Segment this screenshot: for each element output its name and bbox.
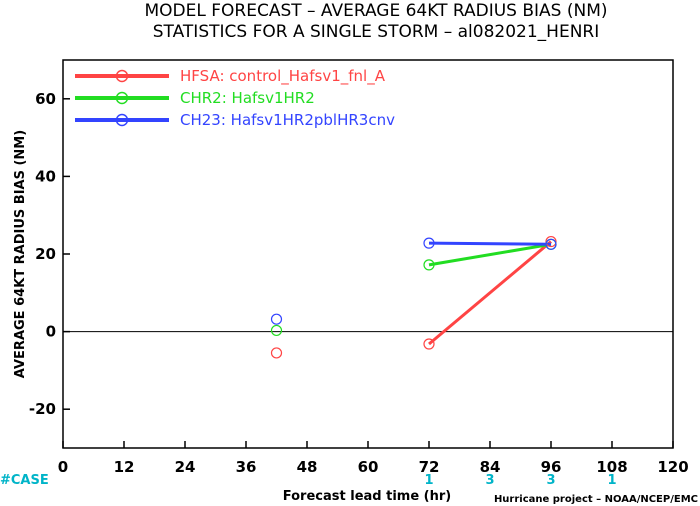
data-point bbox=[270, 324, 283, 337]
chart-title: MODEL FORECAST – AVERAGE 64KT RADIUS BIA… bbox=[144, 1, 607, 21]
y-tick-label: 60 bbox=[35, 90, 56, 108]
legend-label: CH23: Hafsv1HR2pblHR3cnv bbox=[180, 111, 395, 129]
case-count: 3 bbox=[546, 473, 555, 488]
legend-label: HFSA: control_Hafsv1_fnl_A bbox=[180, 67, 386, 86]
data-point bbox=[270, 347, 283, 359]
case-count: 3 bbox=[485, 473, 494, 488]
x-tick-label: 60 bbox=[358, 458, 379, 476]
chart-subtitle: STATISTICS FOR A SINGLE STORM – al082021… bbox=[153, 22, 599, 42]
data-point bbox=[423, 237, 435, 249]
x-tick-label: 108 bbox=[596, 458, 627, 476]
y-tick-label: 0 bbox=[46, 323, 56, 341]
case-counts: 1 3 3 1 bbox=[424, 473, 616, 488]
x-tick-label: 96 bbox=[541, 458, 562, 476]
case-label: #CASE bbox=[0, 473, 49, 488]
series-segment bbox=[428, 242, 552, 267]
x-tick-label: 72 bbox=[419, 458, 440, 476]
case-count: 1 bbox=[424, 473, 433, 488]
series-layer bbox=[270, 235, 557, 359]
series-segment bbox=[428, 241, 552, 246]
legend: HFSA: control_Hafsv1_fnl_A CHR2: Hafsv1HR… bbox=[75, 67, 395, 129]
x-tick-label: 24 bbox=[175, 458, 196, 476]
case-count: 1 bbox=[607, 473, 616, 488]
data-point bbox=[545, 235, 557, 248]
credit-text: Hurricane project – NOAA/NCEP/EMC bbox=[494, 494, 698, 505]
x-tick-label: 12 bbox=[114, 458, 135, 476]
y-tick-label: 20 bbox=[35, 245, 56, 263]
y-axis-label: AVERAGE 64KT RADIUS BIAS (NM) bbox=[13, 130, 28, 378]
x-axis-label: Forecast lead time (hr) bbox=[283, 489, 451, 504]
legend-marker bbox=[115, 113, 129, 127]
y-axis-ticks: -20 0 20 40 60 bbox=[29, 90, 70, 418]
data-point bbox=[545, 238, 557, 250]
legend-marker bbox=[115, 69, 129, 83]
y-tick-label: -20 bbox=[29, 400, 56, 418]
x-axis-ticks: 0 12 24 36 48 60 72 84 96 108 120 bbox=[58, 441, 689, 476]
y-tick-label: 40 bbox=[35, 167, 56, 185]
legend-label: CHR2: Hafsv1HR2 bbox=[180, 89, 315, 107]
legend-marker bbox=[115, 91, 129, 105]
x-tick-label: 36 bbox=[236, 458, 257, 476]
data-point bbox=[423, 259, 435, 271]
x-tick-label: 84 bbox=[480, 458, 501, 476]
x-tick-label: 0 bbox=[58, 458, 68, 476]
data-point bbox=[270, 313, 283, 325]
data-point bbox=[423, 338, 435, 350]
x-tick-label: 48 bbox=[297, 458, 318, 476]
series-segment bbox=[428, 240, 552, 346]
x-tick-label: 120 bbox=[657, 458, 688, 476]
